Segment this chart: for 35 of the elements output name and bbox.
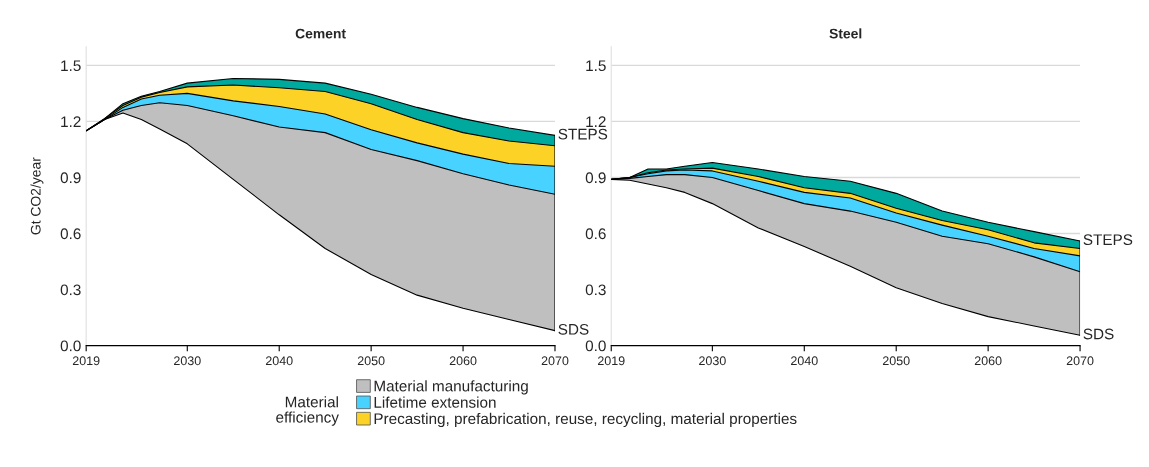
x-tick-label: 2060: [974, 356, 1002, 366]
x-tick-label: 2050: [882, 356, 910, 366]
chart-title: Cement: [295, 28, 346, 39]
y-tick-label: 0.3: [60, 284, 81, 296]
chart-title: Steel: [829, 28, 862, 39]
y-tick-label: 1.5: [586, 60, 606, 72]
x-tick-label: 2040: [265, 356, 293, 366]
text: STEPS: [1083, 234, 1133, 246]
x-tick-label: 2040: [791, 356, 818, 366]
y-tick-label: 0.9: [60, 172, 81, 184]
y-axis-title: Gt CO2/year: [30, 157, 44, 235]
text: SDS: [558, 323, 589, 335]
y-tick-label: 0.0: [60, 340, 81, 352]
legend-label: Precasting, prefabrication, reuse, recycling, material properties: [374, 412, 797, 428]
y-tick-label: 0.6: [60, 228, 81, 240]
x-tick-label: 2050: [357, 356, 385, 366]
x-tick-label: 2060: [449, 356, 477, 366]
x-tick-label: 2019: [597, 356, 625, 366]
x-tick-label: 2070: [1066, 356, 1094, 366]
legend-label: Lifetime extension: [374, 396, 496, 408]
y-tick-label: 1.2: [61, 116, 81, 127]
y-tick-label: 0.9: [585, 172, 606, 184]
y-tick-label: 0.3: [585, 284, 606, 296]
y-tick-label: 1.5: [61, 60, 81, 72]
x-tick-label: 2070: [541, 356, 569, 366]
x-tick-label: 2030: [699, 356, 726, 366]
y-tick-label: 0.0: [585, 340, 606, 352]
text: SDS: [1083, 328, 1114, 340]
text: STEPS: [558, 128, 608, 140]
legend-title: Material efficiency: [276, 396, 339, 426]
y-tick-label: 0.6: [585, 228, 606, 240]
legend-label: Material manufacturing: [374, 380, 528, 395]
y-tick-label: 1.2: [586, 116, 606, 127]
x-tick-label: 2030: [174, 356, 201, 366]
x-tick-label: 2019: [72, 356, 100, 366]
